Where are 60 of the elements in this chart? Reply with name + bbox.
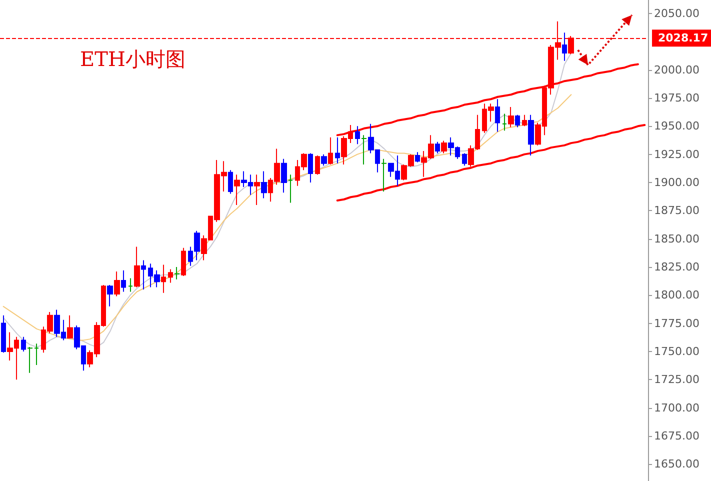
candlestick <box>522 114 527 127</box>
candlestick <box>462 152 467 166</box>
y-tick-label: 1700.00 <box>654 401 700 414</box>
text: ETH小时图 <box>80 47 186 71</box>
candlestick <box>355 126 360 145</box>
candlestick <box>228 170 233 194</box>
candlestick <box>515 114 520 128</box>
candlestick <box>114 270 120 297</box>
candlestick <box>34 343 39 366</box>
candlestick <box>161 264 166 294</box>
y-tick-label: 1775.00 <box>654 316 700 330</box>
y-tick-label: 1650.00 <box>654 458 700 471</box>
y-tick-label: 2050.00 <box>654 7 700 20</box>
y-tick-label: 1750.00 <box>654 344 700 358</box>
y-tick-label: 1725.00 <box>654 373 700 386</box>
candlestick <box>288 174 293 204</box>
candlestick <box>415 152 420 163</box>
y-tick-label: 1825.00 <box>654 260 700 274</box>
line-series <box>2 94 572 341</box>
candlestick <box>335 136 340 164</box>
y-tick-label: 1975.00 <box>654 92 700 104</box>
candlestick <box>495 98 500 132</box>
y-tick-label: 1925.00 <box>654 148 700 161</box>
ref-line-label: 2028.17 <box>658 32 708 45</box>
candlestick <box>1 314 6 354</box>
candlestick <box>121 270 126 292</box>
candlestick <box>21 336 26 352</box>
candlestick <box>254 174 260 206</box>
line-series <box>336 124 646 202</box>
candlestick <box>441 140 447 154</box>
candlestick <box>435 141 440 154</box>
y-tick-label: 1875.00 <box>654 204 700 218</box>
candlestick <box>328 136 333 165</box>
candlestick <box>107 284 113 307</box>
candlestick <box>528 114 534 156</box>
candlestick <box>562 32 567 62</box>
candlestick <box>174 266 180 280</box>
y-tick-label: 1950.00 <box>654 120 700 133</box>
candlestick <box>361 134 367 165</box>
y-tick-label: 1900.00 <box>654 176 700 189</box>
y-tick-label: 2000.00 <box>654 63 700 76</box>
candlestick <box>27 346 33 374</box>
candlestick <box>67 314 73 338</box>
y-tick-label: 1850.00 <box>654 232 700 246</box>
candlestick <box>234 174 240 206</box>
candlestick <box>141 260 146 290</box>
candlestick <box>128 278 133 292</box>
candlestick <box>261 170 267 199</box>
candlestick <box>502 113 507 132</box>
candlestick <box>508 106 514 128</box>
candlestick <box>168 268 173 284</box>
candlestick <box>321 154 327 166</box>
candlestick <box>134 246 140 288</box>
candlestick <box>381 158 387 192</box>
candlestick <box>281 158 287 194</box>
y-tick-label: 1675.00 <box>654 429 700 442</box>
y-tick-label: 1800.00 <box>654 288 700 302</box>
candlestick <box>308 152 313 183</box>
candlestick <box>315 154 320 176</box>
candlestick <box>181 247 186 276</box>
